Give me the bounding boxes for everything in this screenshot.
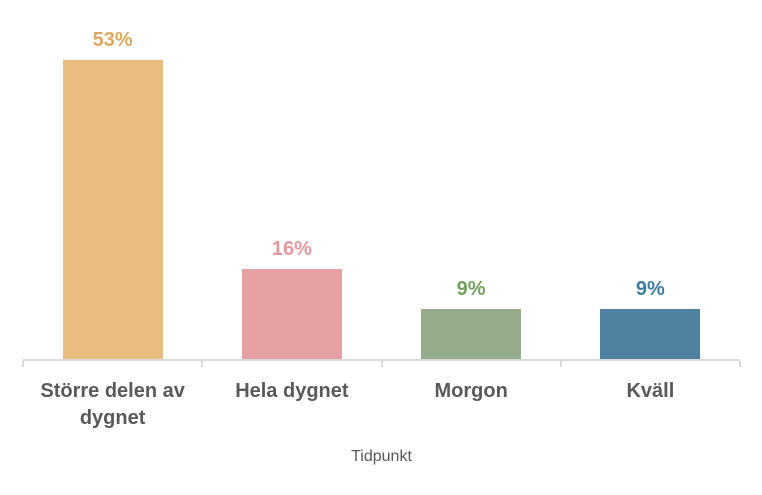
x-axis-tick	[22, 361, 24, 367]
data-label-1: 53%	[92, 29, 133, 51]
data-label-4: 9%	[635, 278, 665, 301]
data-label-3: 9%	[456, 278, 486, 301]
category-label-3: Morgon	[434, 380, 508, 402]
category-label-2: Hela dygnet	[235, 380, 349, 402]
bar-2	[241, 269, 342, 360]
x-axis-tick	[380, 361, 383, 367]
data-label-2: 16%	[271, 238, 312, 261]
bar-4	[600, 309, 701, 360]
x-axis-tick	[739, 361, 741, 367]
x-axis-tick	[559, 361, 562, 367]
x-axis-tick	[201, 361, 204, 367]
bar-1	[62, 60, 163, 360]
category-label-4: Kväll	[626, 380, 675, 402]
x-axis-line	[23, 359, 740, 361]
x-axis-title: Tidpunkt	[351, 448, 412, 465]
bar-3	[421, 309, 522, 360]
category-label-1: Större delen av dygnet	[40, 380, 185, 429]
